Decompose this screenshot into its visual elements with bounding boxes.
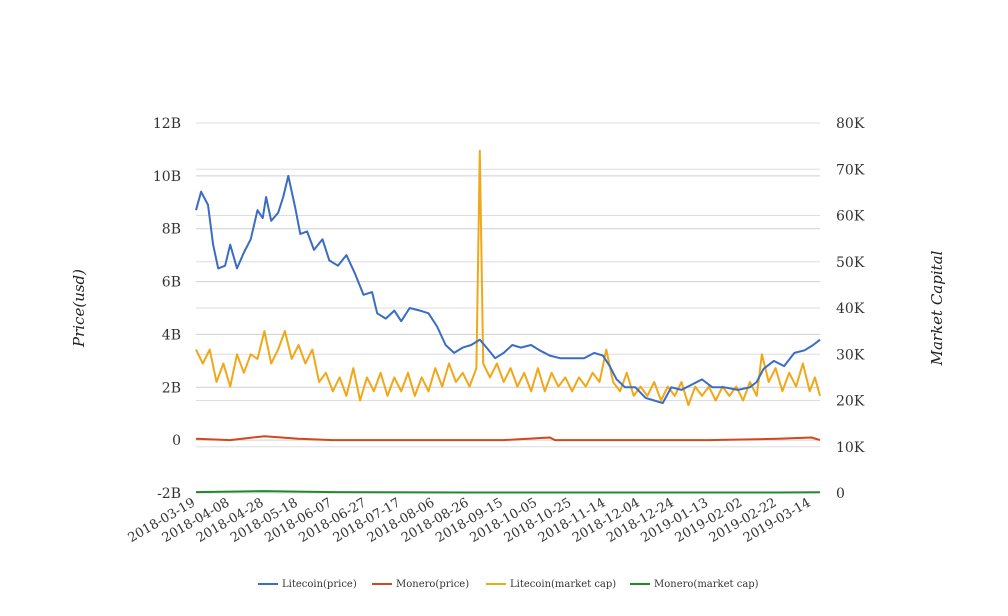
y2-tick-label: 50K (836, 255, 865, 271)
y-tick-label: 6B (162, 275, 181, 291)
series-line-monero-market-cap (195, 490, 821, 494)
x-axis-ticks: 2018-03-192018-04-082018-04-282018-05-18… (126, 495, 814, 545)
legend: Litecoin(price) Monero(price) Litecoin(mar… (258, 579, 759, 590)
series-lines (195, 149, 821, 494)
y2-tick-label: 70K (836, 162, 865, 178)
series-line-litecoin-market-cap (195, 149, 821, 407)
legend-label: Monero(market cap) (654, 579, 759, 590)
y2-tick-label: 40K (836, 301, 865, 317)
y2-tick-label: 30K (836, 347, 865, 363)
series-line-monero-price (195, 435, 821, 442)
right-axis-ticks: 0 10K 20K 30K 40K 50K 60K 70K 80K (836, 116, 865, 502)
y2-tick-label: 0 (836, 486, 845, 502)
legend-label: Litecoin(price) (282, 579, 357, 590)
y2-axis-title: Market Capital (928, 250, 946, 366)
y2-tick-label: 80K (836, 116, 865, 132)
y-tick-label: 4B (162, 327, 181, 343)
y2-tick-label: 10K (836, 440, 865, 456)
y-tick-label: 8B (162, 222, 181, 238)
y2-tick-label: 20K (836, 394, 865, 410)
y-tick-label: -2B (157, 486, 181, 502)
y2-tick-label: 60K (836, 209, 865, 225)
y-tick-label: 0 (172, 433, 181, 449)
y-tick-label: 10B (153, 169, 181, 185)
y-axis-title: Price(usd) (70, 269, 88, 348)
y-tick-label: 12B (153, 116, 181, 132)
left-axis-ticks: -2B 0 2B 4B 6B 8B 10B 12B (153, 116, 181, 502)
legend-label: Litecoin(market cap) (510, 579, 616, 590)
y-tick-label: 2B (162, 380, 181, 396)
legend-label: Monero(price) (396, 579, 469, 590)
series-line-litecoin-price (195, 174, 821, 405)
